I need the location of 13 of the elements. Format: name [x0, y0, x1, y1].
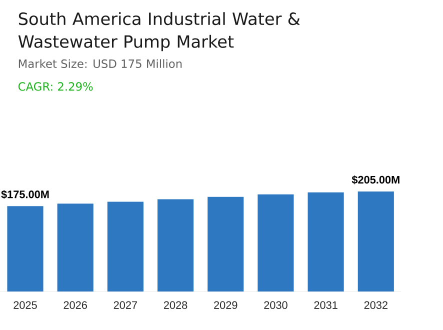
chart-subtitle: Market Size: USD 175 Million [18, 59, 182, 68]
x-tick-label: 2029 [214, 301, 238, 309]
data-label: $175.00M [1, 190, 49, 199]
x-tick-label: 2031 [314, 301, 338, 309]
x-tick-label: 2030 [264, 301, 288, 309]
x-tick-label: 2026 [64, 301, 87, 309]
text: CAGR: 2.29% [18, 82, 93, 91]
data-label: $205.00M [352, 175, 400, 184]
x-tick-label: 2028 [164, 301, 188, 309]
x-tick-label: 2025 [14, 301, 37, 309]
chart-title: South America Industrial Water & Wastewater Pump Market [18, 12, 300, 52]
x-tick-label: 2032 [364, 301, 388, 309]
x-tick-label: 2027 [114, 301, 137, 309]
